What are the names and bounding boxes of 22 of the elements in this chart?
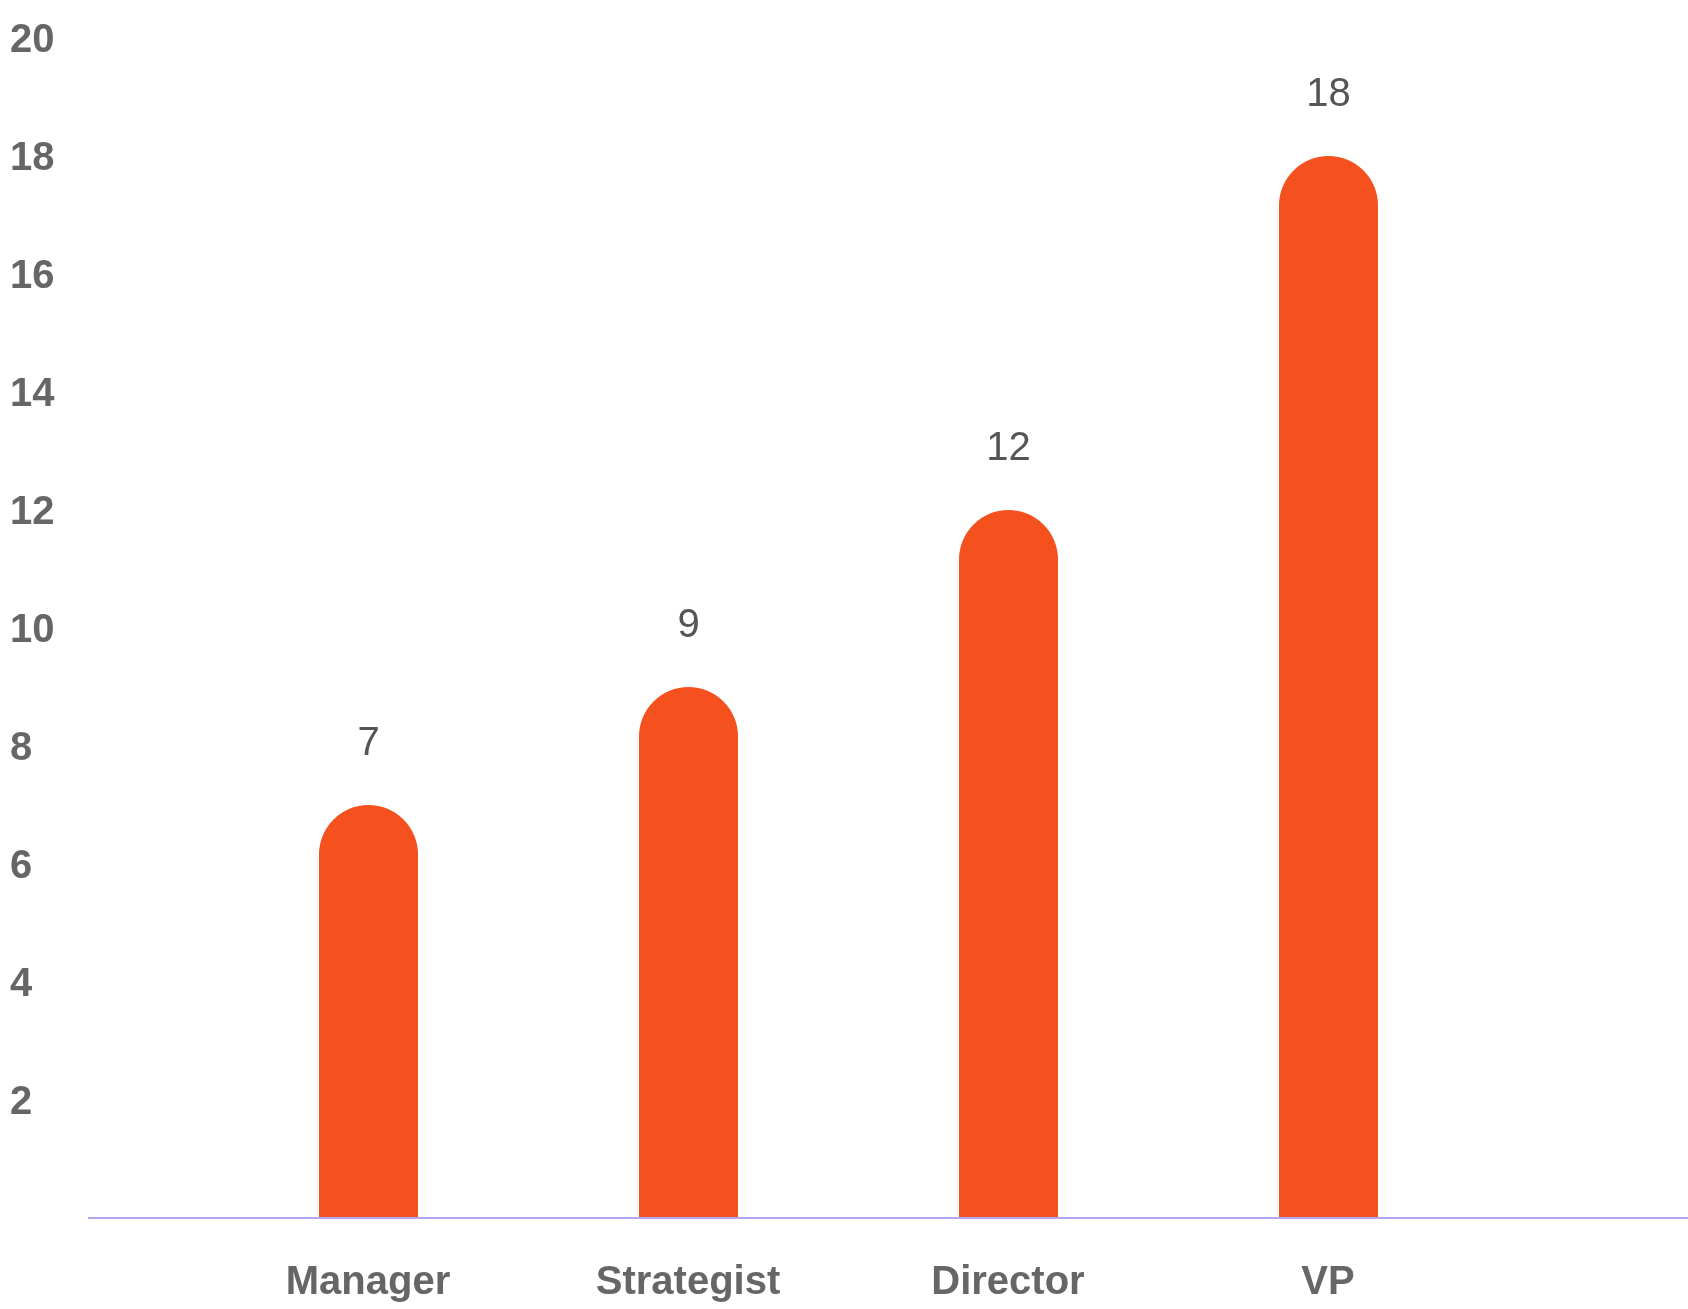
data-label: 9	[677, 601, 700, 645]
x-tick-label: Manager	[285, 1258, 451, 1303]
y-tick-label: 20	[10, 16, 55, 61]
y-tick-label: 14	[10, 370, 56, 415]
y-tick-label: 10	[10, 606, 55, 651]
data-label: 7	[357, 719, 380, 763]
bar	[319, 805, 418, 1218]
data-label: 18	[1306, 70, 1351, 114]
x-tick-label: VP	[1301, 1258, 1355, 1303]
y-tick-label: 16	[10, 252, 55, 297]
data-label: 12	[986, 424, 1031, 468]
x-tick-label: Strategist	[595, 1258, 781, 1303]
y-tick-label: 12	[10, 488, 55, 533]
y-tick-label: 18	[10, 134, 55, 179]
y-tick-label: 8	[10, 724, 33, 769]
y-tick-label: 4	[10, 960, 33, 1005]
y-tick-label: 2	[10, 1078, 33, 1123]
bar	[959, 510, 1058, 1218]
bar	[639, 687, 738, 1218]
y-tick-label: 6	[10, 842, 33, 887]
bar	[1279, 156, 1378, 1218]
x-tick-label: Director	[931, 1258, 1085, 1303]
